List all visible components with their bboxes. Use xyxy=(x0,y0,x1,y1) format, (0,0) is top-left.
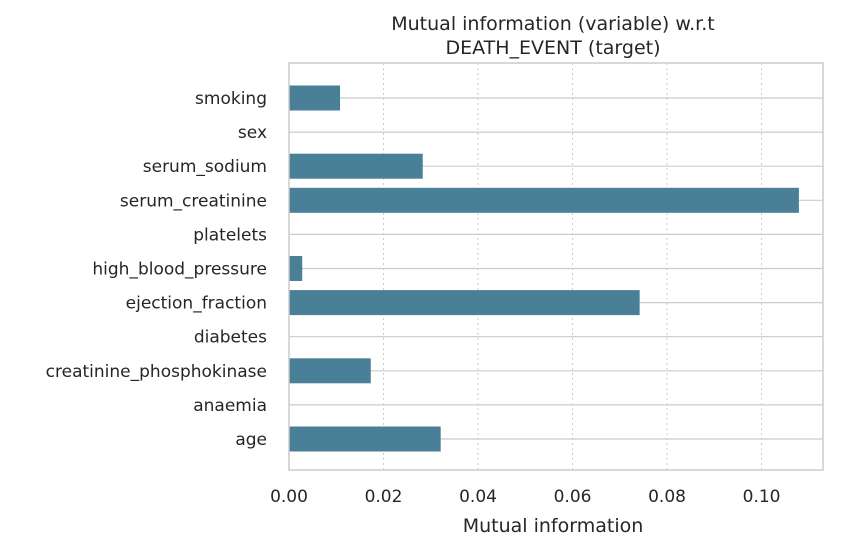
x-tick-label: 0.10 xyxy=(743,487,781,507)
bar-age xyxy=(289,426,441,452)
y-tick-label: serum_creatinine xyxy=(120,191,267,211)
x-tick-label: 0.06 xyxy=(554,487,592,507)
x-tick-label: 0.08 xyxy=(648,487,686,507)
bar-layer xyxy=(289,85,799,452)
x-tick-label: 0.02 xyxy=(365,487,403,507)
bar-serum-creatinine xyxy=(289,187,799,213)
x-tick-labels: 0.00 0.02 0.04 0.06 0.08 0.10 xyxy=(270,487,780,507)
x-tick-label: 0.04 xyxy=(459,487,497,507)
chart-title-line-2: DEATH_EVENT (target) xyxy=(445,37,660,59)
bar-serum-sodium xyxy=(289,153,423,179)
y-tick-label: ejection_fraction xyxy=(126,294,267,314)
chart-title-line-1: Mutual information (variable) w.r.t xyxy=(391,13,715,35)
y-tick-label: age xyxy=(235,430,267,450)
y-tick-label: high_blood_pressure xyxy=(92,260,267,280)
y-tick-label: sex xyxy=(238,123,267,143)
plot-frame xyxy=(288,62,824,471)
bar-ejection-fraction xyxy=(289,290,640,316)
bar-creatinine-phosphokinase xyxy=(289,358,371,384)
y-tick-label: serum_sodium xyxy=(143,157,267,177)
y-tick-labels: smoking sex serum_sodium serum_creatininepl… xyxy=(46,89,267,450)
y-tick-label: platelets xyxy=(193,225,267,245)
x-tick-label: 0.00 xyxy=(270,487,308,507)
y-tick-label: diabetes xyxy=(194,328,267,348)
x-axis-label: Mutual information xyxy=(463,515,644,537)
grid-layer xyxy=(289,63,823,470)
bar-high-blood-pressure xyxy=(289,256,303,281)
bar-smoking xyxy=(289,85,341,111)
y-tick-label: anaemia xyxy=(193,396,267,416)
y-tick-label: creatinine_phosphokinase xyxy=(46,362,267,382)
y-tick-label: smoking xyxy=(195,89,267,109)
